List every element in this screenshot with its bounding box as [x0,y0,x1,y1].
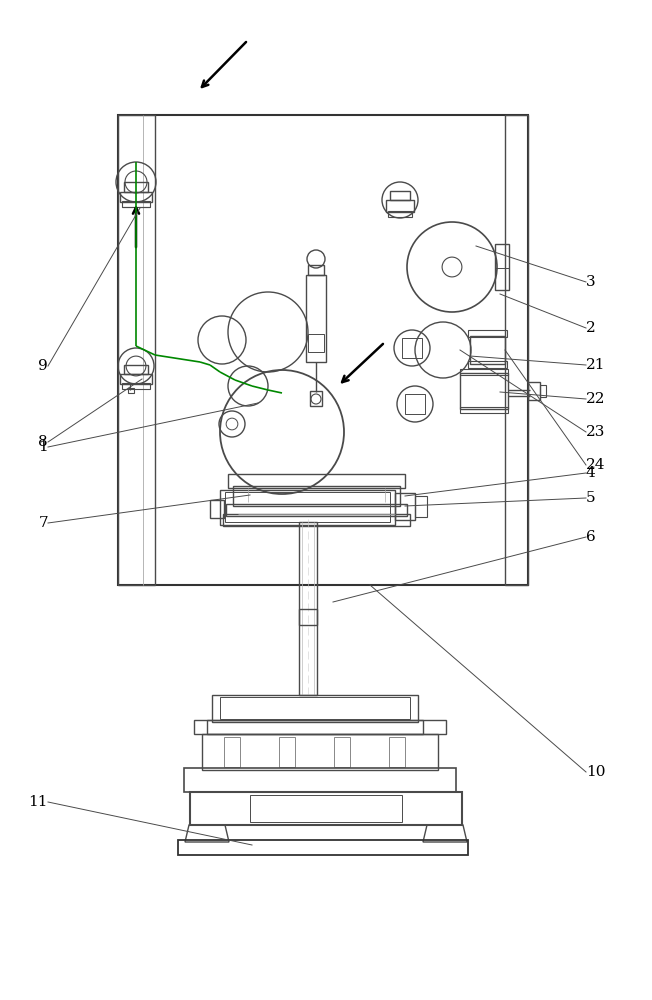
Text: 6: 6 [586,530,596,544]
Bar [233,486,400,506]
Text: 11: 11 [29,795,48,809]
Bar [415,496,427,517]
Bar [207,720,423,734]
Bar [202,734,438,770]
Bar [220,490,395,525]
Bar [405,394,425,414]
Bar [460,373,508,409]
Bar [388,211,412,217]
Text: 2: 2 [586,321,596,335]
Bar [334,737,350,767]
Text: 4: 4 [586,466,596,480]
Bar [228,474,405,488]
Bar [470,336,505,364]
Bar [120,374,152,384]
Text: 8: 8 [38,435,48,449]
Bar [128,388,134,393]
Bar [184,768,456,792]
Bar [118,115,528,585]
Bar [495,244,509,290]
Bar [190,792,462,825]
Text: 21: 21 [586,358,606,372]
Bar [223,514,410,526]
Text: 1: 1 [38,440,48,454]
Bar [505,115,528,585]
Bar [212,695,418,722]
Text: 10: 10 [586,765,606,779]
Bar [528,382,540,400]
Bar [540,385,546,397]
Bar [210,500,224,518]
Bar [122,383,150,389]
Text: 3: 3 [586,275,596,289]
Bar [226,504,407,516]
Bar [194,720,446,734]
Text: 5: 5 [586,491,596,505]
Text: 23: 23 [586,425,605,439]
Bar [468,361,507,368]
Text: 7: 7 [38,516,48,530]
Bar [389,737,405,767]
Bar [306,275,326,362]
Bar [460,369,508,375]
Text: 24: 24 [586,458,606,472]
Bar [224,737,240,767]
Text: 22: 22 [586,392,606,406]
Bar [124,182,148,192]
Bar [460,407,508,413]
Bar [122,201,150,207]
Bar [225,492,390,522]
Bar [390,191,410,200]
Bar [279,737,295,767]
Bar [118,115,155,585]
Bar [308,265,324,275]
Bar [124,365,148,374]
Bar [299,609,317,625]
Bar [308,334,324,352]
Bar [299,522,317,695]
Bar [310,391,322,406]
Bar [468,330,507,337]
Bar [120,192,152,202]
Bar [250,795,402,822]
Bar [395,493,415,520]
Bar [220,697,410,719]
Bar [178,840,468,855]
Text: 9: 9 [38,359,48,373]
Bar [386,200,414,212]
Bar [402,338,422,358]
